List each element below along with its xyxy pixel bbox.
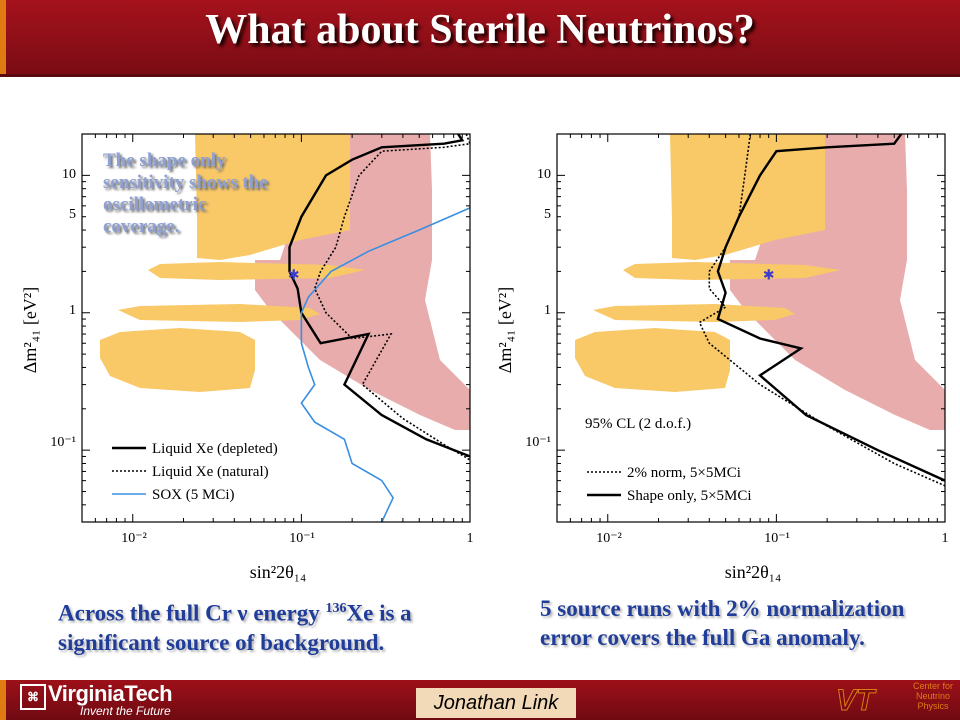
left-legend: Liquid Xe (depleted) Liquid Xe (natural)… <box>112 441 278 503</box>
left-best-fit-marker: ✱ <box>288 269 300 284</box>
vt-shield-icon: ⌘ <box>20 684 46 710</box>
right-allowed-region-pink <box>730 134 945 430</box>
right-plot-frame <box>556 133 946 523</box>
left-legend-label-0: Liquid Xe (depleted) <box>152 441 278 457</box>
right-legend-label-0: 2% norm, 5×5MCi <box>627 465 741 481</box>
left-ytick-1: 1 <box>69 303 76 318</box>
left-xtick-2: 1 <box>467 531 474 546</box>
left-ytick-3: 10 <box>62 167 76 182</box>
left-plot-frame <box>81 133 471 523</box>
right-allowed-region-yellow-upper <box>670 134 825 260</box>
shape-sensitivity-note: The shape only sensitivity shows the osc… <box>103 150 268 237</box>
allowed-region-yellow-lobe <box>100 328 255 392</box>
right-xtick-0: 10⁻² <box>596 531 622 546</box>
left-axis-ticks <box>81 133 471 523</box>
right-xlabel: sin²2θ₁₄ <box>725 562 782 582</box>
vt-logo-text: VirginiaTech <box>48 681 173 706</box>
right-ytick-3: 10 <box>537 167 551 182</box>
left-series-0 <box>288 134 470 458</box>
left-ylabel: Δm²₄₁ [eV²] <box>20 287 40 373</box>
right-xtick-2: 1 <box>942 531 949 546</box>
right-legend-label-1: Shape only, 5×5MCi <box>627 488 752 504</box>
left-series-2 <box>300 207 470 522</box>
left-legend-label-2: SOX (5 MCi) <box>152 487 235 503</box>
left-series-lines: ✱ <box>288 134 470 522</box>
left-xlabel: sin²2θ₁₄ <box>250 562 307 582</box>
right-ylabel: Δm²₄₁ [eV²] <box>495 287 515 373</box>
right-legend: 2% norm, 5×5MCi Shape only, 5×5MCi <box>587 465 752 504</box>
left-plot: ✱ 10⁻² 10⁻¹ 1 10⁻¹ 1 5 10 sin²2θ₁₄ Δm²₄₁… <box>20 133 474 582</box>
right-plot: ✱ 10⁻² 10⁻¹ 1 10⁻¹ 1 5 10 sin²2θ₁₄ Δm²₄₁… <box>495 133 949 582</box>
right-ytick-1: 1 <box>544 303 551 318</box>
right-annotation: 95% CL (2 d.o.f.) <box>585 416 691 432</box>
left-xtick-1: 10⁻¹ <box>289 531 315 546</box>
right-axis-ticks <box>556 133 946 523</box>
caption-left: Across the full Cr ν energy 136Xe is a s… <box>58 594 478 657</box>
left-series-1 <box>313 134 470 461</box>
right-allowed-region-yellow-lobe <box>575 328 730 392</box>
center-name: Center for Neutrino Physics <box>912 681 954 711</box>
title-bar <box>0 0 960 74</box>
vt-tagline: Invent the Future <box>80 704 171 718</box>
right-series-lines: ✱ <box>698 134 945 487</box>
caption-left-post: Xe is a significant source of background… <box>58 600 412 655</box>
allowed-region-yellow-band-1 <box>148 262 365 280</box>
author-name: Jonathan Link <box>433 692 559 714</box>
right-allowed-region-yellow-band-2 <box>593 304 795 322</box>
left-legend-label-1: Liquid Xe (natural) <box>152 464 269 480</box>
right-ytick-2: 5 <box>544 207 551 222</box>
left-ytick-2: 5 <box>69 207 76 222</box>
left-ytick-0: 10⁻¹ <box>50 435 76 450</box>
right-ytick-0: 10⁻¹ <box>525 435 551 450</box>
right-xtick-1: 10⁻¹ <box>764 531 790 546</box>
right-series-1 <box>716 134 945 482</box>
author-box: Jonathan Link <box>416 688 576 718</box>
right-allowed-region-yellow-band-1 <box>623 262 840 280</box>
footer-accent <box>0 680 6 720</box>
slide-title: What about Sterile Neutrinos? <box>205 7 755 53</box>
title-underline <box>0 74 960 77</box>
caption-left-sup: 136 <box>325 601 347 616</box>
allowed-region-yellow-band-2 <box>118 304 320 322</box>
left-xtick-0: 10⁻² <box>121 531 147 546</box>
caption-right: 5 source runs with 2% normalization erro… <box>540 596 905 650</box>
vt-mark-icon: VT <box>835 684 875 718</box>
right-best-fit-marker: ✱ <box>763 269 775 284</box>
caption-left-pre: Across the full Cr ν energy <box>58 600 326 626</box>
title-bar-accent <box>0 0 6 74</box>
allowed-region-yellow-upper <box>195 134 350 260</box>
allowed-region-pink <box>255 134 470 430</box>
